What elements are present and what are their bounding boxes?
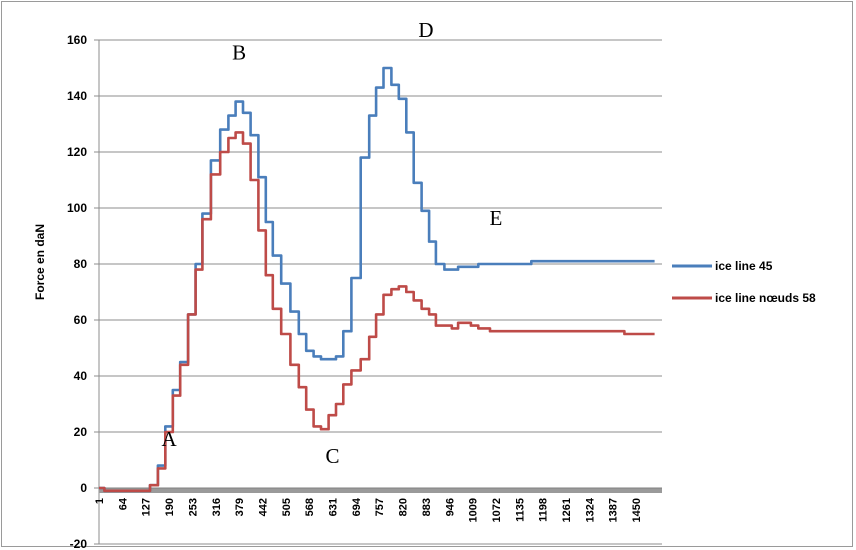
y-tick-label: 100 bbox=[67, 201, 87, 215]
y-tick-label: 0 bbox=[80, 481, 87, 495]
x-tick-label: 1450 bbox=[631, 498, 643, 522]
x-tick-label: 253 bbox=[187, 498, 199, 516]
x-tick-labels: 1 64 127 190 253 316 379 442 505 568 631 694 757 820 8… bbox=[94, 497, 643, 522]
y-axis-label: Force en daN bbox=[33, 224, 47, 300]
x-tick-label: 946 bbox=[444, 498, 456, 516]
y-tick-label: 160 bbox=[67, 33, 87, 47]
x-axis-band bbox=[99, 488, 662, 493]
annotation-label: D bbox=[418, 18, 433, 42]
x-tick-label: 694 bbox=[351, 497, 363, 516]
y-tick-label: 40 bbox=[74, 369, 88, 383]
annotations: A B C D E bbox=[161, 18, 502, 468]
x-tick-label: 1135 bbox=[514, 498, 526, 522]
x-tick-label: 1387 bbox=[608, 498, 620, 522]
annotation-label: B bbox=[232, 41, 246, 65]
x-tick-label: 442 bbox=[257, 498, 269, 516]
legend-label: ice line 45 bbox=[715, 259, 773, 273]
x-tick-label: 505 bbox=[281, 498, 293, 516]
annotation-label: C bbox=[325, 444, 339, 468]
x-tick-label: 1198 bbox=[538, 498, 550, 522]
x-tick-label: 1261 bbox=[561, 498, 573, 522]
x-tick-label: 127 bbox=[141, 498, 153, 516]
gridlines bbox=[99, 39, 662, 545]
x-tick-label: 1 bbox=[94, 498, 106, 504]
x-tick-label: 379 bbox=[234, 498, 246, 516]
x-tick-label: 631 bbox=[328, 498, 340, 516]
y-tick-label: 60 bbox=[74, 313, 88, 327]
x-tick-label: 883 bbox=[421, 498, 433, 516]
y-tick-label: 20 bbox=[74, 425, 88, 439]
series-line-1 bbox=[99, 66, 655, 493]
x-tick-label: 757 bbox=[374, 498, 386, 516]
legend: ice line 45 ice line nœuds 58 bbox=[672, 259, 816, 305]
x-tick-label: 1072 bbox=[491, 498, 503, 522]
series-line-2 bbox=[99, 131, 655, 493]
legend-label: ice line nœuds 58 bbox=[715, 291, 816, 305]
y-tick-label: 140 bbox=[67, 89, 87, 103]
x-tick-label: 64 bbox=[117, 497, 129, 510]
x-tick-label: 820 bbox=[398, 498, 410, 516]
x-tick-label: 190 bbox=[164, 498, 176, 516]
y-tick-label: 120 bbox=[67, 145, 87, 159]
annotation-label: E bbox=[490, 206, 503, 230]
x-tick-label: 1324 bbox=[584, 497, 596, 522]
x-tick-label: 568 bbox=[304, 498, 316, 516]
axes bbox=[94, 39, 662, 545]
y-tick-label: 80 bbox=[74, 257, 88, 271]
y-tick-label: -20 bbox=[70, 537, 88, 550]
annotation-label: A bbox=[161, 427, 177, 451]
x-tick-label: 316 bbox=[211, 498, 223, 516]
series-lines bbox=[99, 66, 655, 493]
x-tick-label: 1009 bbox=[468, 498, 480, 522]
y-tick-labels: 160 140 120 100 80 60 40 20 0 -20 bbox=[67, 33, 87, 550]
